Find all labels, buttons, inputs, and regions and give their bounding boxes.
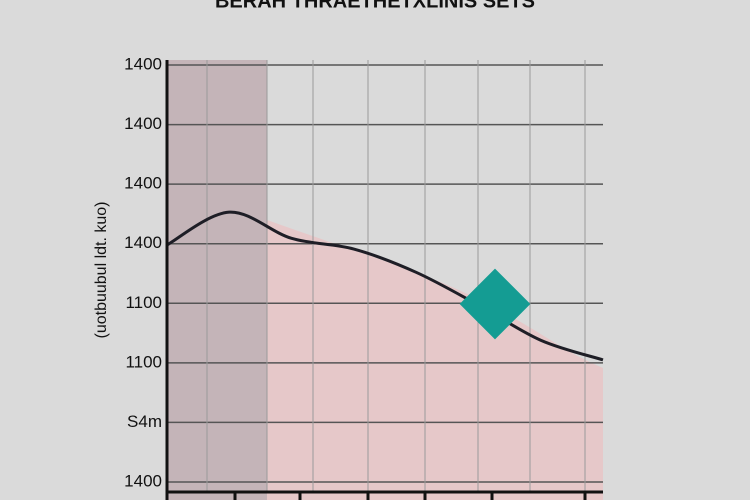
y-tick-label: S4m: [127, 412, 162, 431]
y-tick-label: 1400: [124, 471, 162, 490]
shaded-area: [267, 220, 603, 500]
y-tick-label: 1400: [124, 233, 162, 252]
y-tick-label: 1100: [125, 293, 162, 312]
y-axis-label: (uotbuubul ldt. kuo): [93, 202, 110, 339]
chart-title: BERAH THRAETHETXLINIS SETS: [215, 0, 535, 12]
y-tick-label: 1400: [124, 114, 162, 133]
y-tick-label: 1400: [124, 174, 162, 193]
line: [166, 210, 604, 362]
diamond-marker: [459, 268, 531, 340]
y-tick-label: 1400: [124, 54, 162, 73]
shaded-band: [167, 60, 267, 500]
y-tick-label: 1100: [125, 352, 162, 371]
plot: [166, 210, 604, 362]
